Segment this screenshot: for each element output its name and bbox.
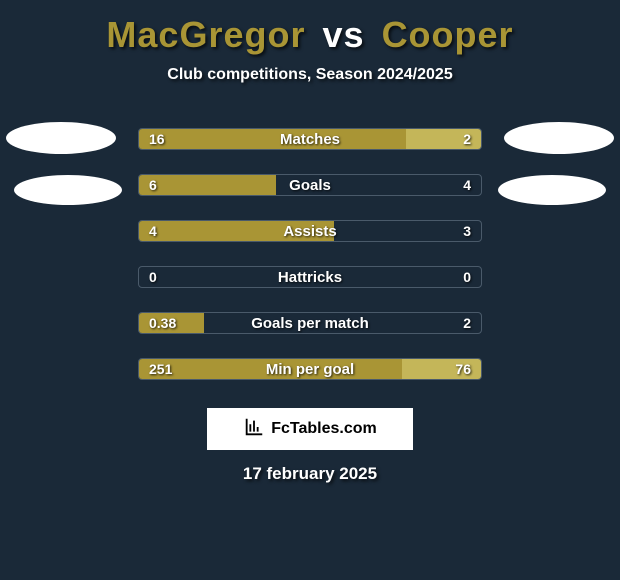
stats-container: Matches162Goals64Assists43Hattricks00Goa…	[0, 120, 620, 396]
stat-value-left: 0	[149, 267, 157, 287]
stat-bar-track: Goals per match0.38 2	[138, 312, 482, 334]
stat-value-right: 3	[463, 221, 471, 241]
date-text: 17 february 2025	[0, 464, 620, 484]
stat-label: Goals	[139, 175, 481, 195]
stat-value-left: 16	[149, 129, 165, 149]
stat-row: Min per goal251 76	[0, 350, 620, 396]
stat-row: Goals6 4	[0, 166, 620, 212]
logo-text: FcTables.com	[271, 420, 377, 438]
title-vs: vs	[323, 14, 365, 55]
stat-value-left: 6	[149, 175, 157, 195]
stat-bar-track: Matches16 2	[138, 128, 482, 150]
stat-row: Hattricks0 0	[0, 258, 620, 304]
stat-value-right: 4	[463, 175, 471, 195]
stat-bar-track: Assists4 3	[138, 220, 482, 242]
subtitle: Club competitions, Season 2024/2025	[0, 66, 620, 84]
stat-bar-track: Goals6 4	[138, 174, 482, 196]
stat-value-right: 0	[463, 267, 471, 287]
stat-value-left: 4	[149, 221, 157, 241]
stat-label: Min per goal	[139, 359, 481, 379]
stat-value-right: 2	[463, 313, 471, 333]
stat-row: Matches16 2	[0, 120, 620, 166]
stat-bar-track: Hattricks0 0	[138, 266, 482, 288]
stat-value-right: 76	[455, 359, 471, 379]
stat-value-left: 0.38	[149, 313, 176, 333]
page-title: MacGregor vs Cooper	[0, 0, 620, 56]
stat-label: Assists	[139, 221, 481, 241]
stat-label: Goals per match	[139, 313, 481, 333]
title-player1: MacGregor	[106, 14, 305, 55]
logo-box: FcTables.com	[207, 408, 413, 450]
title-player2: Cooper	[382, 14, 514, 55]
stat-bar-track: Min per goal251 76	[138, 358, 482, 380]
stat-label: Matches	[139, 129, 481, 149]
chart-icon	[243, 416, 265, 443]
stat-row: Assists4 3	[0, 212, 620, 258]
stat-label: Hattricks	[139, 267, 481, 287]
stat-value-right: 2	[463, 129, 471, 149]
stat-row: Goals per match0.38 2	[0, 304, 620, 350]
stat-value-left: 251	[149, 359, 172, 379]
